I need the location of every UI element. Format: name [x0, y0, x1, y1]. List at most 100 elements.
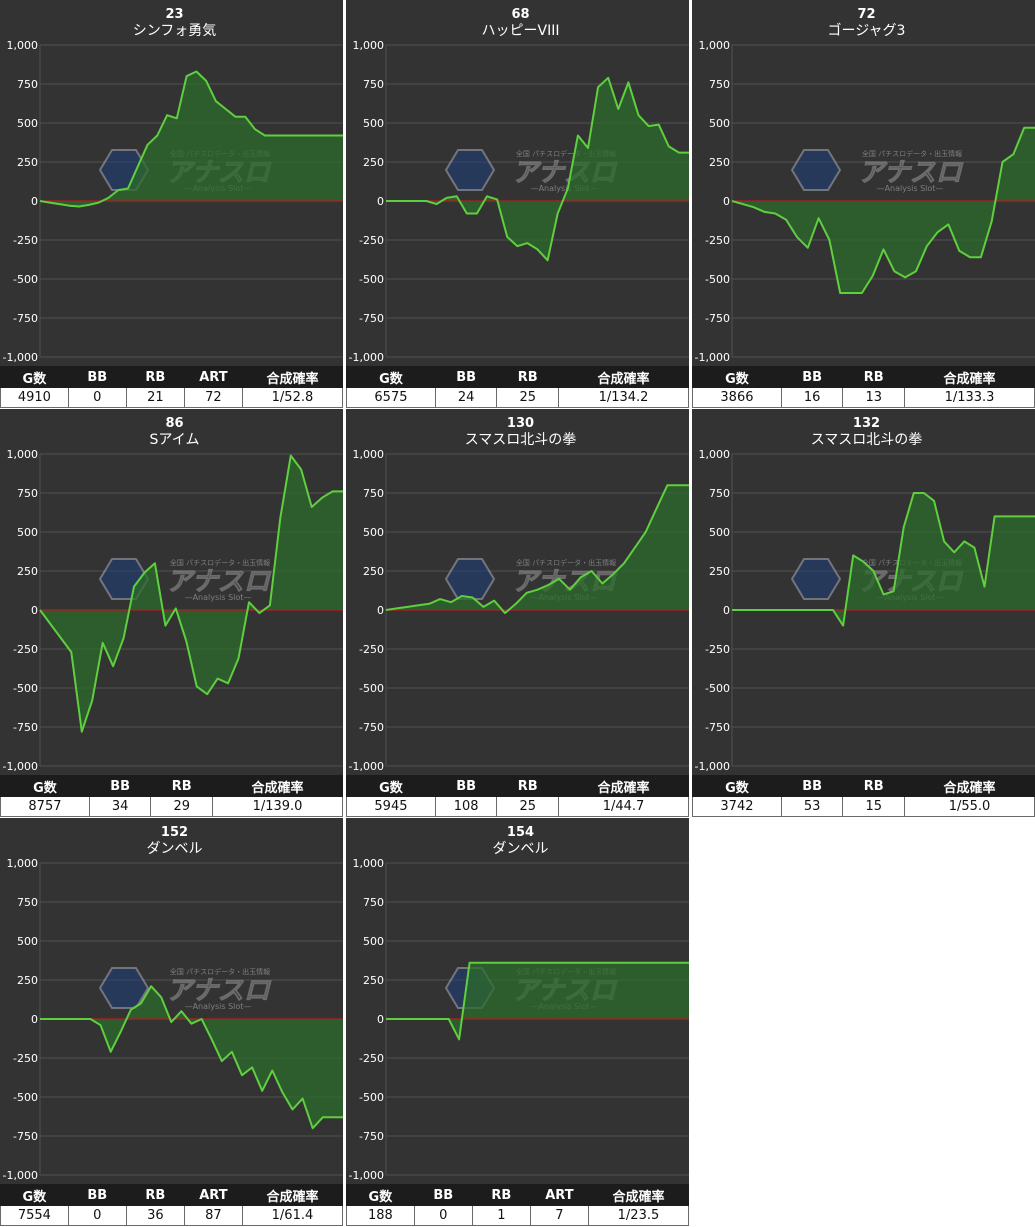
logo-tag: 全国 パチスロデータ・出玉情報	[862, 149, 962, 158]
y-tick-label: 1,000	[353, 39, 385, 52]
stats-table: G数 BB RB 合成確率 3866 16 13 1/133.3	[692, 366, 1035, 408]
y-tick-label: -750	[13, 312, 38, 325]
y-tick-label: -500	[13, 1091, 38, 1104]
stats-value: 1/134.2	[558, 387, 689, 408]
y-tick-label: 750	[17, 896, 38, 909]
series-line	[732, 492, 1035, 627]
logo-sub: —Analysis Slot—	[531, 184, 598, 193]
stats-header: BB	[67, 1184, 127, 1206]
stats-table: G数 BB RB ART 合成確率 188 0 1 7 1/23.5	[346, 1184, 690, 1226]
series-line	[731, 126, 1035, 294]
stats-value: 15	[842, 796, 905, 817]
stats-header: BB	[88, 775, 152, 797]
stats-header: BB	[780, 366, 844, 388]
series-line	[39, 454, 343, 733]
y-tick-label: -250	[705, 234, 730, 247]
y-tick-label: 0	[377, 604, 384, 617]
stats-value: 1/44.7	[558, 796, 689, 817]
machine-name: シンフォ勇気	[133, 23, 217, 39]
stats-header: G数	[0, 1184, 69, 1206]
y-tick-label: 750	[17, 78, 38, 91]
stats-value: 1/133.3	[904, 387, 1035, 408]
y-tick-label: -1,000	[349, 351, 384, 364]
y-tick-label: -1,000	[3, 1169, 38, 1182]
stats-header: BB	[67, 366, 127, 388]
y-tick-label: -750	[13, 1130, 38, 1143]
stats-table: G数 BB RB 合成確率 5945 108 25 1/44.7	[346, 775, 689, 817]
stats-value: 29	[150, 796, 213, 817]
machine-number: 152	[161, 825, 188, 840]
stats-header: 合成確率	[587, 1184, 690, 1206]
stats-value: 1/139.0	[212, 796, 343, 817]
stats-value: 87	[183, 1205, 243, 1226]
series-area	[386, 962, 689, 1040]
series-line	[39, 70, 343, 208]
stats-table: G数 BB RB 合成確率 3742 53 15 1/55.0	[692, 775, 1035, 817]
logo-tag: 全国 パチスロデータ・出玉情報	[516, 149, 616, 158]
stats-header: G数	[692, 775, 782, 797]
y-tick-label: -1,000	[349, 760, 384, 773]
y-tick-label: -1,000	[695, 351, 730, 364]
stats-header: G数	[0, 366, 69, 388]
y-tick-label: 1,000	[699, 39, 731, 52]
y-tick-label: -750	[705, 721, 730, 734]
stats-header: 合成確率	[558, 366, 689, 388]
y-tick-label: 250	[709, 156, 730, 169]
y-tick-label: 1,000	[7, 448, 39, 461]
y-tick-label: 250	[17, 156, 38, 169]
stats-table: G数 BB RB 合成確率 6575 24 25 1/134.2	[346, 366, 689, 408]
stats-header: BB	[413, 1184, 473, 1206]
y-tick-label: -750	[359, 721, 384, 734]
stats-header: G数	[346, 1184, 415, 1206]
stats-table: G数 BB RB ART 合成確率 7554 0 36 87 1/61.4	[0, 1184, 344, 1226]
stats-header: 合成確率	[904, 775, 1035, 797]
y-tick-label: 750	[363, 78, 384, 91]
stats-header: 合成確率	[212, 775, 343, 797]
machine-number: 23	[165, 7, 183, 22]
y-tick-label: -1,000	[3, 760, 38, 773]
stats-value: 1	[471, 1205, 531, 1226]
logo-hexagon-icon	[98, 967, 150, 1009]
stats-header: 合成確率	[558, 775, 689, 797]
y-tick-label: 500	[709, 526, 730, 539]
series-area	[40, 455, 343, 732]
y-tick-label: -750	[705, 312, 730, 325]
series-line	[386, 961, 689, 1041]
y-tick-label: 750	[17, 487, 38, 500]
stats-header: RB	[125, 1184, 185, 1206]
series-line	[40, 985, 343, 1130]
y-tick-label: -250	[359, 643, 384, 656]
machine-name: ゴージャグ3	[828, 22, 906, 39]
stats-header: G数	[692, 366, 782, 388]
machine-name: ハッピーVIII	[482, 23, 560, 39]
y-tick-label: 500	[17, 935, 38, 948]
stats-value: 1/61.4	[241, 1205, 344, 1226]
stats-header: 合成確率	[241, 1184, 344, 1206]
y-tick-label: 750	[709, 78, 730, 91]
stats-header: ART	[529, 1184, 589, 1206]
stats-table: G数 BB RB ART 合成確率 4910 0 21 72 1/52.8	[0, 366, 344, 408]
logo-hexagon-icon	[790, 558, 842, 600]
stats-value: 4910	[0, 387, 69, 408]
machine-name: ダンベル	[493, 841, 549, 857]
stats-header: 合成確率	[241, 366, 344, 388]
stats-header: RB	[842, 366, 905, 388]
y-tick-label: -750	[13, 721, 38, 734]
machine-number: 154	[507, 825, 534, 840]
y-tick-label: 250	[363, 974, 384, 987]
y-tick-label: 1,000	[353, 448, 385, 461]
y-tick-label: -1,000	[349, 1169, 384, 1182]
stats-value: 24	[434, 387, 498, 408]
